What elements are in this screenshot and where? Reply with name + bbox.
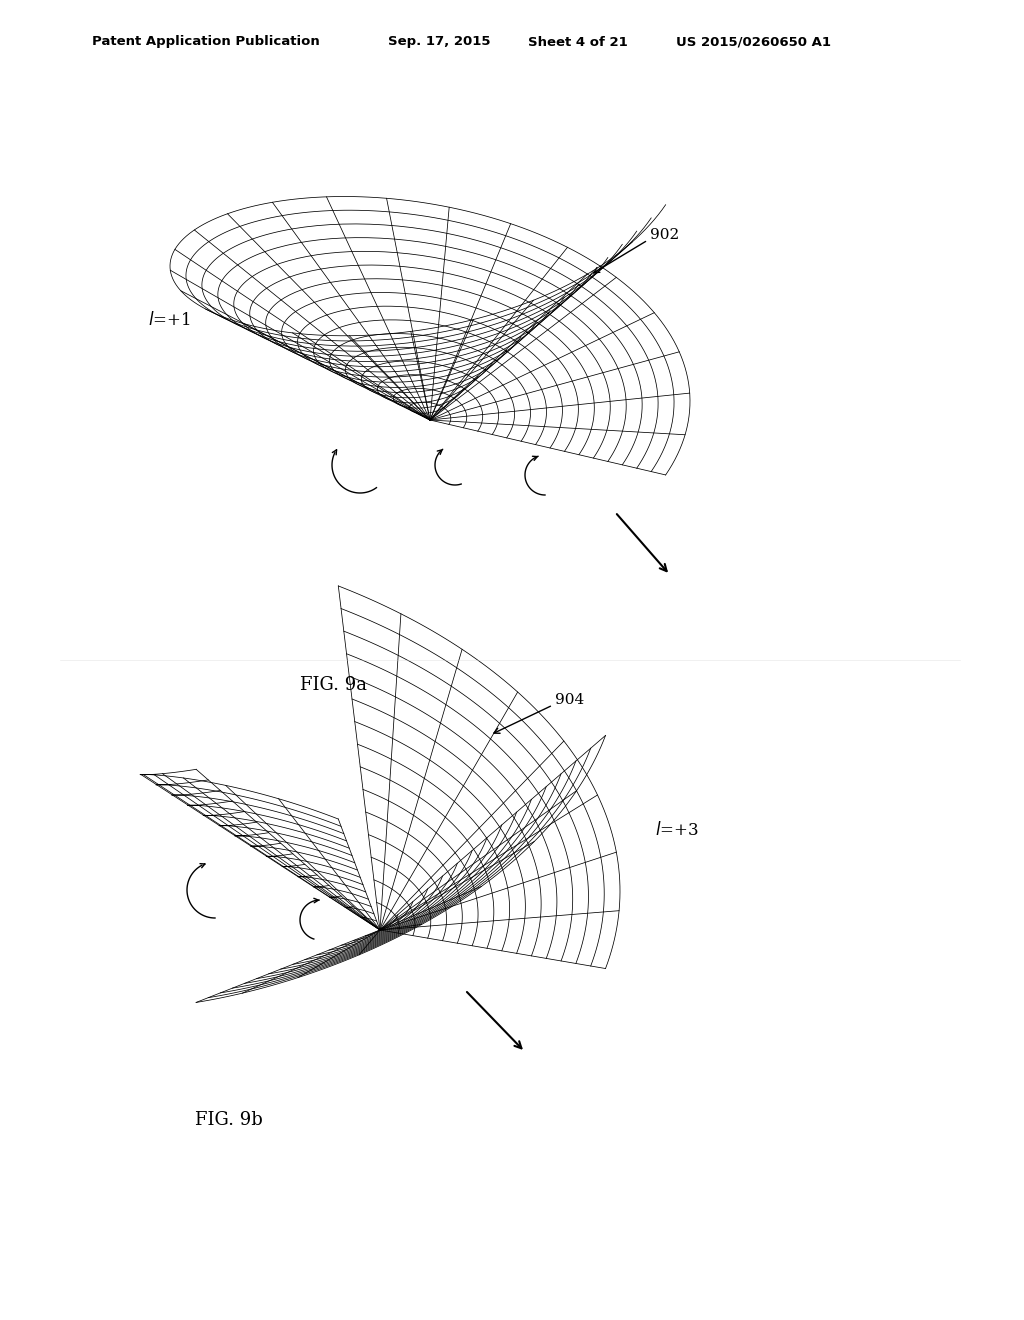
Text: FIG. 9b: FIG. 9b <box>195 1111 263 1129</box>
Text: 902: 902 <box>650 228 679 242</box>
Text: Sep. 17, 2015: Sep. 17, 2015 <box>388 36 490 49</box>
Text: $\it{l}$=+3: $\it{l}$=+3 <box>655 821 698 840</box>
Text: $\it{l}$=+1: $\it{l}$=+1 <box>148 312 190 329</box>
Text: FIG. 9a: FIG. 9a <box>300 676 367 694</box>
Text: 904: 904 <box>555 693 585 708</box>
Text: US 2015/0260650 A1: US 2015/0260650 A1 <box>676 36 831 49</box>
Text: Sheet 4 of 21: Sheet 4 of 21 <box>528 36 628 49</box>
Text: Patent Application Publication: Patent Application Publication <box>92 36 319 49</box>
